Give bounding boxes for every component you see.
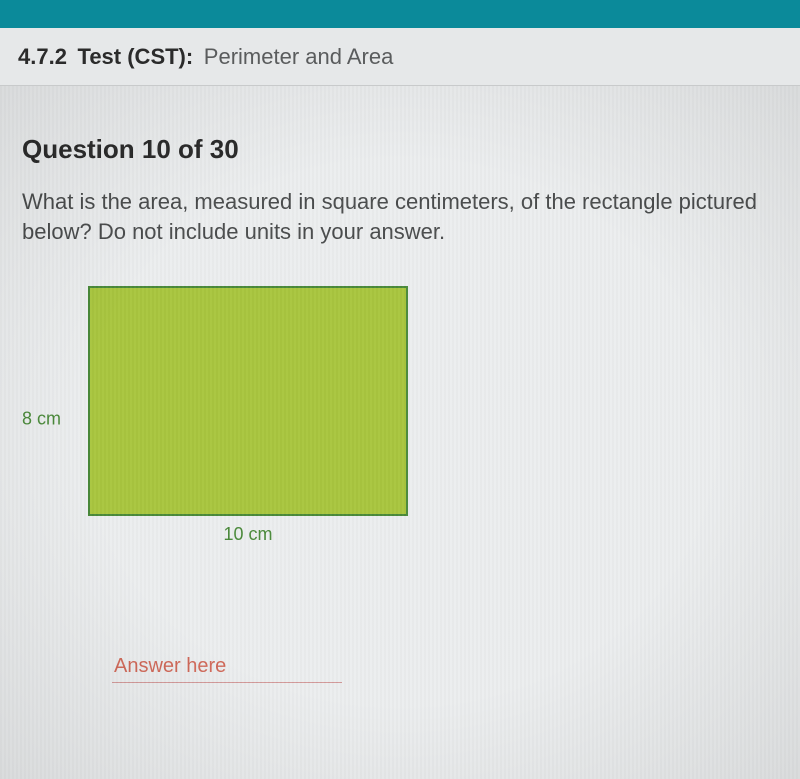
test-header: 4.7.2 Test (CST): Perimeter and Area [0,28,800,86]
test-label-text: Test (CST): [78,44,194,69]
question-panel: Question 10 of 30 What is the area, meas… [0,86,800,779]
test-code: 4.7.2 [18,44,67,69]
question-prompt: What is the area, measured in square cen… [22,187,778,246]
figure-height-label: 8 cm [22,409,61,430]
test-topic-text: Perimeter and Area [204,44,394,69]
answer-input[interactable] [112,651,342,683]
app-screen: 4.7.2 Test (CST): Perimeter and Area Que… [0,28,800,779]
question-number: Question 10 of 30 [22,134,778,165]
figure-width-label: 10 cm [88,524,408,545]
answer-row [112,651,778,683]
figure-rectangle [88,286,408,516]
figure: 8 cm 10 cm [22,286,442,556]
